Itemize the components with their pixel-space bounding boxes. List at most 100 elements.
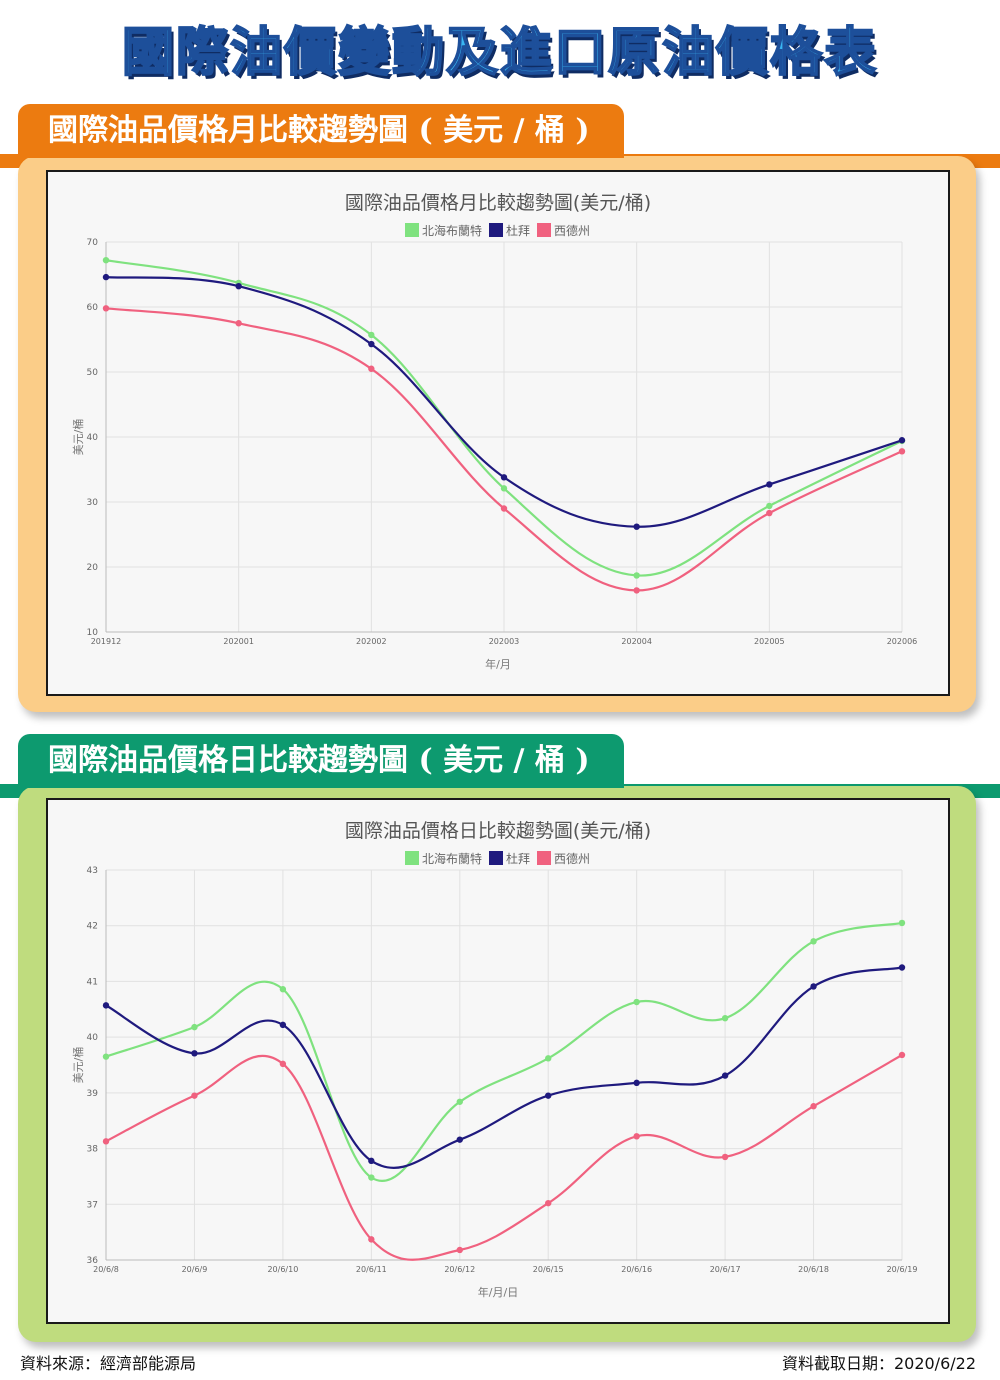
data-point	[102, 1138, 110, 1145]
data-point	[191, 1023, 198, 1031]
x-tick-label: 20/6/19	[887, 1265, 918, 1274]
x-tick-label: 20/6/8	[93, 1265, 119, 1274]
series-2	[102, 1051, 906, 1261]
data-point	[368, 1174, 375, 1181]
data-point	[368, 365, 375, 372]
data-point	[545, 1055, 552, 1062]
x-tick-label: 20/6/11	[356, 1265, 387, 1274]
data-point	[898, 437, 906, 444]
chart-legend: 北海布蘭特 杜拜 西德州	[405, 223, 590, 238]
x-axis-title: 年/月/日	[478, 1285, 518, 1299]
data-point	[279, 1021, 287, 1029]
series-0	[102, 257, 906, 579]
data-point	[500, 485, 508, 492]
data-point	[898, 964, 906, 971]
y-tick-label: 20	[87, 563, 99, 573]
data-point	[368, 331, 375, 339]
data-point	[102, 273, 110, 281]
legend-label: 杜拜	[506, 851, 530, 866]
series-1	[102, 964, 906, 1169]
data-point	[191, 1050, 198, 1057]
series-2	[102, 305, 906, 594]
data-point	[633, 523, 640, 530]
data-point	[102, 257, 110, 264]
data-point	[633, 998, 640, 1006]
chart-grid: 36 37 38 39 40 41 42 43 20/6/8 20/6/9 20/6/10 20/6/…	[87, 866, 918, 1274]
data-point	[633, 572, 640, 579]
x-tick-label: 20/6/12	[444, 1265, 475, 1274]
data-point	[279, 1060, 287, 1068]
data-point	[810, 983, 817, 990]
chart-title: 國際油品價格日比較趨勢圖(美元/桶)	[345, 820, 651, 842]
monthly-chart-frame: 國際油品價格月比較趨勢圖(美元/桶) 北海布蘭特 杜拜 西德州 10 20 30 40 50 60…	[46, 170, 950, 696]
legend-swatch	[489, 223, 503, 237]
y-tick-label: 36	[87, 1256, 99, 1266]
data-point	[810, 1103, 817, 1110]
x-tick-label: 20/6/18	[798, 1265, 829, 1274]
chart-grid: 10 20 30 40 50 60 70 201912 202001 202002 202003 20…	[87, 238, 918, 646]
x-tick-label: 202001	[223, 637, 254, 646]
y-tick-label: 38	[87, 1145, 99, 1155]
data-point	[102, 1053, 110, 1060]
data-point	[721, 1072, 729, 1079]
y-axis-title: 美元/桶	[71, 1047, 85, 1084]
chart-legend: 北海布蘭特 杜拜 西德州	[405, 851, 590, 866]
data-point	[500, 505, 508, 512]
y-tick-label: 43	[87, 866, 98, 876]
data-point	[102, 305, 110, 312]
legend-swatch	[537, 223, 551, 237]
x-tick-label: 202005	[754, 637, 785, 646]
data-point	[368, 1236, 375, 1243]
data-point	[898, 1051, 906, 1059]
data-point	[368, 340, 375, 348]
legend-swatch	[405, 223, 419, 237]
data-point	[456, 1246, 463, 1254]
monthly-section-title: 國際油品價格月比較趨勢圖 ( 美元 / 桶 )	[18, 104, 624, 158]
legend-label: 杜拜	[506, 223, 530, 238]
data-point	[898, 448, 906, 455]
data-point	[235, 283, 242, 290]
data-point	[633, 1079, 640, 1087]
x-tick-label: 201912	[91, 637, 122, 646]
data-point	[721, 1153, 729, 1161]
legend-label: 西德州	[554, 223, 590, 238]
x-tick-label: 20/6/16	[621, 1265, 652, 1274]
monthly-trend-chart: 國際油品價格月比較趨勢圖(美元/桶) 北海布蘭特 杜拜 西德州 10 20 30 40 50 60…	[71, 192, 918, 671]
data-point	[456, 1098, 463, 1105]
legend-swatch	[537, 851, 551, 865]
data-point	[368, 1157, 375, 1165]
y-tick-label: 10	[87, 628, 99, 638]
data-point	[721, 1015, 729, 1022]
series-line	[105, 966, 903, 1169]
data-point	[633, 587, 640, 594]
y-tick-label: 70	[87, 238, 99, 248]
x-tick-label: 20/6/10	[267, 1265, 298, 1274]
x-tick-label: 202006	[887, 637, 918, 646]
series-1	[102, 273, 906, 530]
data-point	[545, 1092, 552, 1099]
main-title: 國際油價變動及進口原油價格表	[121, 22, 878, 84]
x-tick-label: 20/6/9	[182, 1265, 208, 1274]
x-tick-label: 20/6/17	[710, 1265, 741, 1274]
data-point	[191, 1092, 198, 1099]
y-tick-label: 40	[87, 1033, 99, 1043]
y-axis-title: 美元/桶	[71, 419, 85, 456]
series-line	[105, 1054, 903, 1261]
y-tick-label: 39	[87, 1089, 99, 1099]
data-point	[810, 938, 817, 945]
y-tick-label: 41	[87, 977, 98, 987]
chart-title: 國際油品價格月比較趨勢圖(美元/桶)	[345, 192, 651, 214]
series-line	[105, 921, 903, 1182]
daily-section-title: 國際油品價格日比較趨勢圖 ( 美元 / 桶 )	[18, 734, 624, 788]
source-note: 資料來源：經濟部能源局	[20, 1354, 197, 1373]
y-tick-label: 50	[87, 368, 99, 378]
data-point	[898, 919, 906, 927]
data-point	[500, 474, 508, 481]
daily-trend-chart: 國際油品價格日比較趨勢圖(美元/桶) 北海布蘭特 杜拜 西德州 36 37 38 39 40 41…	[71, 820, 918, 1299]
data-point	[279, 986, 287, 993]
y-tick-label: 30	[87, 498, 99, 508]
legend-label: 西德州	[554, 851, 590, 866]
x-axis-title: 年/月	[485, 657, 511, 671]
capture-date-note: 資料截取日期：2020/6/22	[781, 1354, 976, 1373]
daily-chart-frame: 國際油品價格日比較趨勢圖(美元/桶) 北海布蘭特 杜拜 西德州 36 37 38 39 40 41…	[46, 798, 950, 1324]
